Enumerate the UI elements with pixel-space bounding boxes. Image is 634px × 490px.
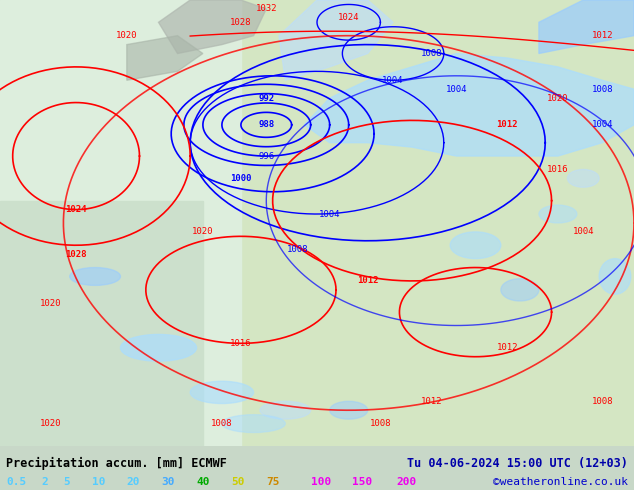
Text: 0.5: 0.5 — [6, 477, 27, 487]
Ellipse shape — [599, 259, 631, 294]
Text: 100: 100 — [311, 477, 331, 487]
Text: 75: 75 — [266, 477, 280, 487]
Text: 992: 992 — [258, 94, 275, 102]
Text: 988: 988 — [258, 121, 275, 129]
Ellipse shape — [222, 415, 285, 433]
Ellipse shape — [539, 205, 577, 223]
Polygon shape — [158, 0, 266, 53]
Text: 1024: 1024 — [338, 13, 359, 23]
Text: 1028: 1028 — [230, 18, 252, 27]
Ellipse shape — [120, 334, 197, 361]
Polygon shape — [539, 0, 634, 53]
Bar — [0, 0, 241, 446]
Text: 1000: 1000 — [230, 174, 252, 183]
Text: 40: 40 — [197, 477, 210, 487]
Text: 1012: 1012 — [496, 121, 518, 129]
Ellipse shape — [190, 381, 254, 404]
Text: 1008: 1008 — [287, 245, 309, 254]
Text: 200: 200 — [396, 477, 417, 487]
Text: 1008: 1008 — [370, 419, 391, 428]
Text: 1032: 1032 — [256, 4, 277, 13]
Text: 1004: 1004 — [446, 85, 467, 94]
Text: 1012: 1012 — [357, 276, 378, 285]
Ellipse shape — [260, 401, 311, 419]
Text: 50: 50 — [231, 477, 245, 487]
Text: 1020: 1020 — [40, 299, 61, 308]
Polygon shape — [304, 53, 634, 156]
Text: 1020: 1020 — [547, 94, 569, 102]
Text: 1008: 1008 — [211, 419, 233, 428]
Text: 1004: 1004 — [573, 227, 594, 236]
Text: 1016: 1016 — [230, 339, 252, 348]
Text: 1004: 1004 — [592, 121, 613, 129]
Text: 10: 10 — [92, 477, 105, 487]
Text: 1008: 1008 — [420, 49, 442, 58]
Text: 1004: 1004 — [319, 210, 340, 219]
Text: 30: 30 — [162, 477, 175, 487]
Ellipse shape — [567, 170, 599, 187]
Text: 20: 20 — [127, 477, 140, 487]
Text: 1008: 1008 — [592, 85, 613, 94]
Text: 1020: 1020 — [40, 419, 61, 428]
Text: 1004: 1004 — [382, 76, 404, 85]
Text: 1020: 1020 — [116, 31, 138, 40]
Ellipse shape — [501, 279, 539, 301]
Text: 1016: 1016 — [547, 165, 569, 174]
Text: 1012: 1012 — [420, 397, 442, 406]
Text: 2: 2 — [41, 477, 48, 487]
Text: 150: 150 — [352, 477, 372, 487]
Text: 1012: 1012 — [592, 31, 613, 40]
Text: 1028: 1028 — [65, 250, 87, 259]
Text: 5: 5 — [63, 477, 70, 487]
Ellipse shape — [70, 268, 120, 285]
Ellipse shape — [450, 232, 501, 259]
Text: ©weatheronline.co.uk: ©weatheronline.co.uk — [493, 477, 628, 487]
Text: Tu 04-06-2024 15:00 UTC (12+03): Tu 04-06-2024 15:00 UTC (12+03) — [407, 457, 628, 470]
Text: 996: 996 — [258, 151, 275, 161]
Polygon shape — [279, 0, 393, 80]
Text: 1008: 1008 — [592, 397, 613, 406]
Text: 1012: 1012 — [496, 343, 518, 352]
Polygon shape — [127, 36, 203, 80]
Text: 1020: 1020 — [192, 227, 214, 236]
Text: 1024: 1024 — [65, 205, 87, 214]
Ellipse shape — [330, 401, 368, 419]
Bar — [0, 201, 203, 446]
Text: Precipitation accum. [mm] ECMWF: Precipitation accum. [mm] ECMWF — [6, 457, 227, 470]
